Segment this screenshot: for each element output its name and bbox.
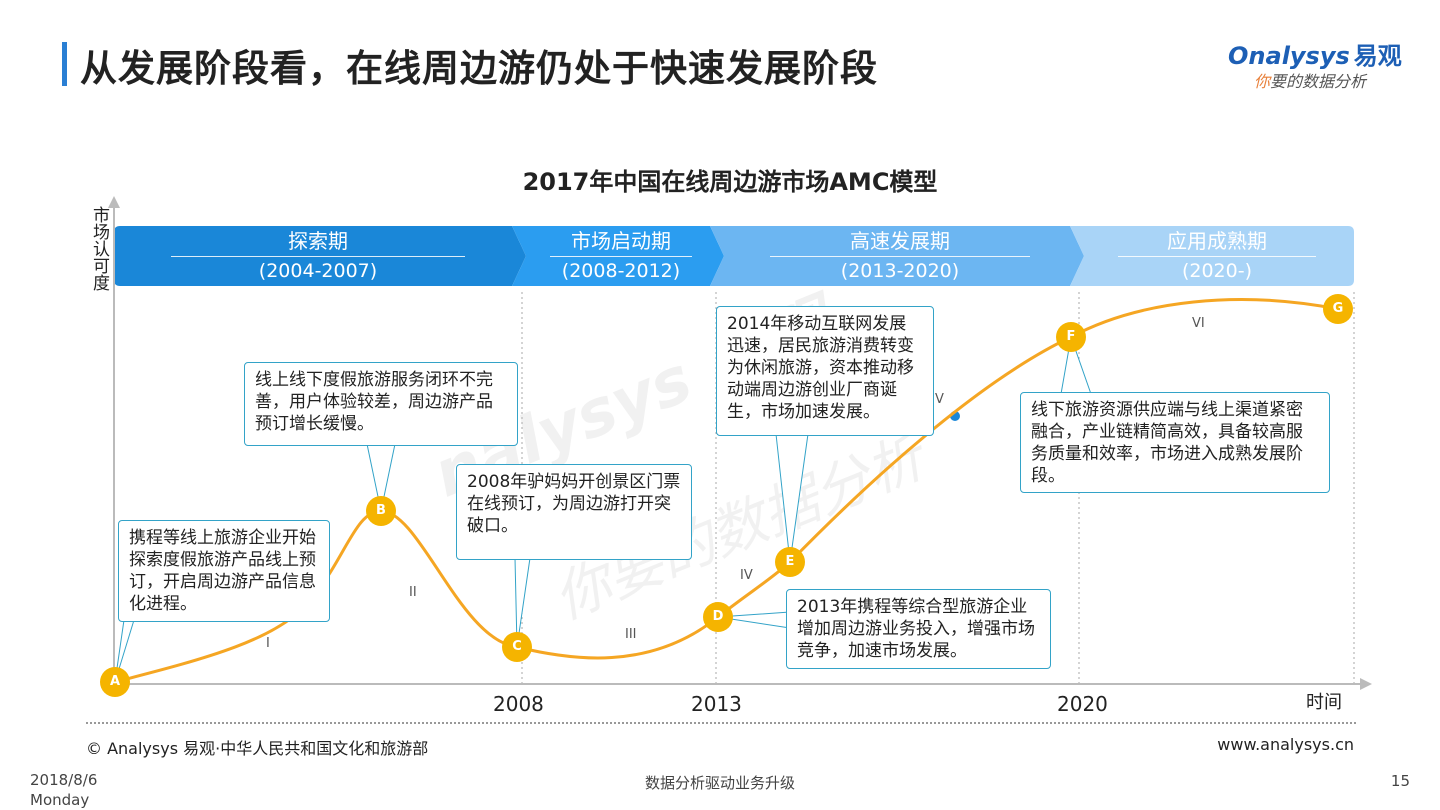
source-note: © Analysys 易观·中华人民共和国文化和旅游部	[86, 739, 429, 758]
logo-slogan-first: 你	[1254, 72, 1271, 91]
marker-a: A	[100, 667, 130, 697]
marker-f: F	[1056, 322, 1086, 352]
phase-divider-line	[770, 256, 1030, 257]
marker-c: C	[502, 632, 532, 662]
segment-label-1: I	[266, 636, 270, 651]
logo-brand-cn: 易观	[1353, 42, 1402, 70]
phase-name: 高速发展期	[850, 229, 950, 253]
marker-b: B	[366, 496, 396, 526]
phase-label-1: 探索期 (2004-2007)	[114, 226, 522, 286]
logo-brand: Onalysys 易观	[1228, 36, 1402, 71]
phase-years: (2004-2007)	[258, 260, 378, 282]
title-accent-bar	[62, 42, 67, 86]
x-tick-2008: 2008	[493, 692, 544, 716]
y-axis-label: 市场认可度	[89, 206, 109, 291]
analysys-logo: Onalysys 易观 你要的数据分析	[1228, 36, 1408, 92]
phase-name: 市场启动期	[571, 229, 671, 253]
marker-e: E	[775, 547, 805, 577]
footer-divider	[86, 722, 1356, 724]
annotation-d: 2013年携程等综合型旅游企业增加周边游业务投入，增强市场竞争，加速市场发展。	[786, 589, 1051, 669]
chart-title: 2017年中国在线周边游市场AMC模型	[522, 168, 938, 196]
phase-divider-line	[1118, 256, 1316, 257]
annotation-e: 2014年移动互联网发展迅速，居民旅游消费转变为休闲旅游，资本推动移动端周边游创…	[716, 306, 934, 436]
annotation-f: 线下旅游资源供应端与线上渠道紧密融合，产业链精简高效，具备较高服务质量和效率，市…	[1020, 392, 1330, 493]
weekday-line: Monday	[30, 791, 90, 809]
phase-divider-line	[171, 256, 465, 257]
axes-group	[108, 196, 1372, 690]
phase-name: 应用成熟期	[1167, 229, 1267, 253]
x-tick-2020: 2020	[1057, 692, 1108, 716]
segment-label-2: II	[409, 585, 417, 600]
logo-o-mark: O	[1228, 42, 1249, 70]
phase-label-2: 市场启动期 (2008-2012)	[522, 226, 720, 286]
segment-label-5: V	[935, 392, 944, 407]
phase-label-4: 应用成熟期 (2020-)	[1080, 226, 1354, 286]
logo-brand-text: nalysys	[1248, 42, 1350, 70]
marker-d: D	[703, 602, 733, 632]
phase-label-3: 高速发展期 (2013-2020)	[720, 226, 1080, 286]
website-link[interactable]: www.analysys.cn	[1217, 735, 1354, 754]
date-stamp: 2018/8/6 Monday	[30, 770, 97, 810]
phase-name: 探索期	[288, 229, 348, 253]
x-tick-2013: 2013	[691, 692, 742, 716]
annotation-c: 2008年驴妈妈开创景区门票在线预订，为周边游打开突破口。	[456, 464, 692, 560]
segment-label-3: III	[625, 627, 637, 642]
y-axis-arrow	[108, 196, 120, 208]
marker-g: G	[1323, 294, 1353, 324]
footer-slogan: 数据分析驱动业务升级	[644, 774, 795, 792]
x-axis-arrow	[1360, 678, 1372, 690]
annotation-a: 携程等线上旅游企业开始探索度假旅游产品线上预订，开启周边游产品信息化进程。	[118, 520, 330, 622]
date-line: 2018/8/6	[30, 771, 98, 789]
segment-label-6: VI	[1192, 316, 1205, 331]
annotation-b: 线上线下度假旅游服务闭环不完善，用户体验较差，周边游产品预订增长缓慢。	[244, 362, 518, 446]
segment-label-4: IV	[740, 568, 753, 583]
page-number: 15	[1390, 772, 1410, 790]
phase-divider-line	[549, 256, 693, 257]
logo-slogan: 你要的数据分析	[1254, 68, 1366, 92]
logo-slogan-rest: 要的数据分析	[1270, 72, 1367, 91]
page-title: 从发展阶段看，在线周边游仍处于快速发展阶段	[80, 47, 878, 90]
x-axis-label: 时间	[1306, 692, 1342, 713]
phase-years: (2013-2020)	[840, 260, 960, 282]
phase-years: (2008-2012)	[561, 260, 681, 282]
phase-years: (2020-)	[1181, 260, 1253, 282]
callout-pointer-5	[775, 433, 809, 563]
